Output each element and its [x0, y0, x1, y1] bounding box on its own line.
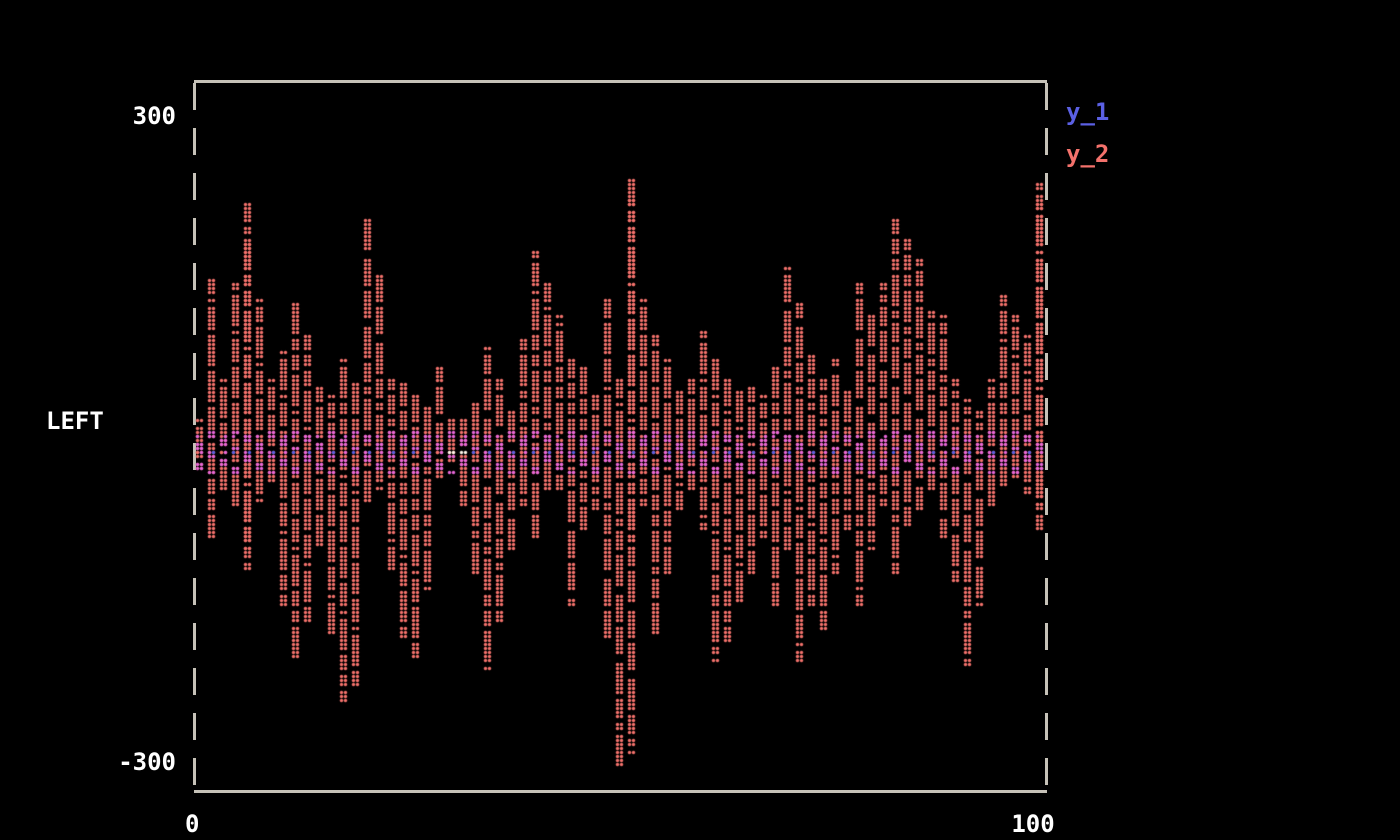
y-axis-label: LEFT [46, 407, 104, 435]
legend-item-y1: y_1 [1066, 98, 1110, 126]
ytick-300: 300 [132, 102, 176, 130]
ytick-neg-300: -300 [118, 748, 176, 776]
xtick-100: 100 [1011, 810, 1055, 838]
legend: y_1 y_2 [1066, 99, 1109, 183]
plot-area [193, 80, 1048, 796]
legend-item-y2: y_2 [1066, 140, 1110, 168]
scatter-dots-canvas [194, 83, 1047, 796]
xtick-0: 0 [185, 810, 200, 838]
